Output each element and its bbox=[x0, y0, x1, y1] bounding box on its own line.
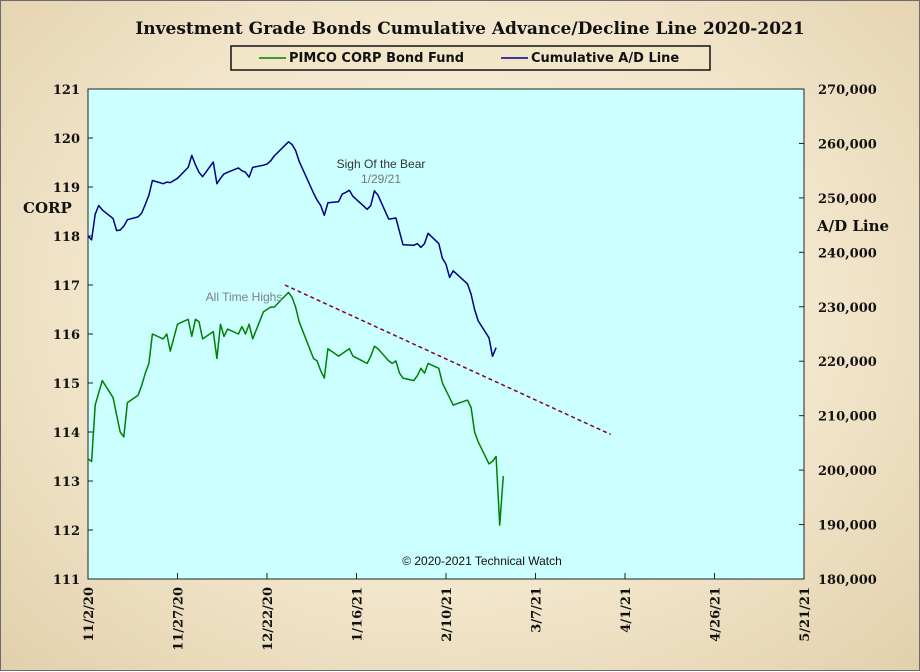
y-left-tick-label: 116 bbox=[53, 328, 80, 343]
y-left-tick-label: 118 bbox=[53, 230, 80, 245]
y-left-tick-label: 112 bbox=[53, 524, 80, 539]
y-left-tick-label: 114 bbox=[53, 426, 80, 441]
legend-label-pimco: PIMCO CORP Bond Fund bbox=[289, 51, 464, 66]
x-tick-label: 2/10/21 bbox=[440, 587, 455, 642]
series-line-pimco bbox=[87, 291, 505, 526]
y-right-tick-label: 190,000 bbox=[818, 519, 877, 534]
trendline bbox=[284, 284, 611, 436]
y-left-tick-label: 120 bbox=[53, 132, 80, 147]
annotation-date: 1/29/21 bbox=[361, 172, 401, 186]
plot-area bbox=[87, 88, 805, 580]
y-right-tick-label: 220,000 bbox=[818, 355, 877, 370]
y-right-tick-label: 200,000 bbox=[818, 464, 877, 479]
legend-label-ad-line: Cumulative A/D Line bbox=[531, 51, 679, 66]
y-right-tick-label: 240,000 bbox=[818, 246, 877, 261]
copyright-notice: © 2020-2021 Technical Watch bbox=[402, 554, 562, 568]
series-line-ad-line bbox=[87, 141, 497, 358]
y-axis-left-label: CORP bbox=[23, 199, 72, 217]
x-tick-label: 1/16/21 bbox=[351, 587, 366, 642]
y-left-tick-label: 117 bbox=[53, 279, 80, 294]
x-tick-label: 11/2/20 bbox=[82, 587, 97, 642]
x-tick-label: 4/1/21 bbox=[619, 587, 634, 633]
y-left-tick-label: 121 bbox=[53, 83, 80, 98]
y-right-tick-label: 180,000 bbox=[818, 573, 877, 588]
x-tick-label: 4/26/21 bbox=[709, 587, 724, 642]
y-right-tick-label: 260,000 bbox=[818, 137, 877, 152]
y-left-tick-label: 113 bbox=[53, 475, 80, 490]
x-tick-label: 12/22/20 bbox=[261, 587, 276, 651]
y-right-tick-label: 270,000 bbox=[818, 83, 877, 98]
x-tick-label: 5/21/21 bbox=[798, 587, 813, 642]
chart-title: Investment Grade Bonds Cumulative Advanc… bbox=[135, 19, 804, 39]
x-tick-label: 11/27/20 bbox=[172, 587, 187, 651]
annotation-sigh-of-the-bear: Sigh Of the Bear bbox=[337, 157, 426, 171]
y-left-tick-label: 115 bbox=[53, 377, 80, 392]
y-axis-right-label: A/D Line bbox=[816, 217, 889, 235]
y-right-tick-label: 250,000 bbox=[818, 192, 877, 207]
x-tick-label: 3/7/21 bbox=[530, 587, 545, 633]
legend: PIMCO CORP Bond Fund Cumulative A/D Line bbox=[230, 45, 711, 71]
chart-marks: 111 112 113 114 115 116 117 118 119 120 121 180,000… bbox=[53, 83, 877, 651]
legend-box bbox=[230, 45, 711, 71]
annotation-all-time-highs: All Time Highs bbox=[206, 290, 283, 304]
y-right-tick-label: 230,000 bbox=[818, 301, 877, 316]
y-right-tick-label: 210,000 bbox=[818, 410, 877, 425]
y-left-tick-label: 111 bbox=[53, 573, 80, 588]
y-left-tick-label: 119 bbox=[53, 181, 80, 196]
